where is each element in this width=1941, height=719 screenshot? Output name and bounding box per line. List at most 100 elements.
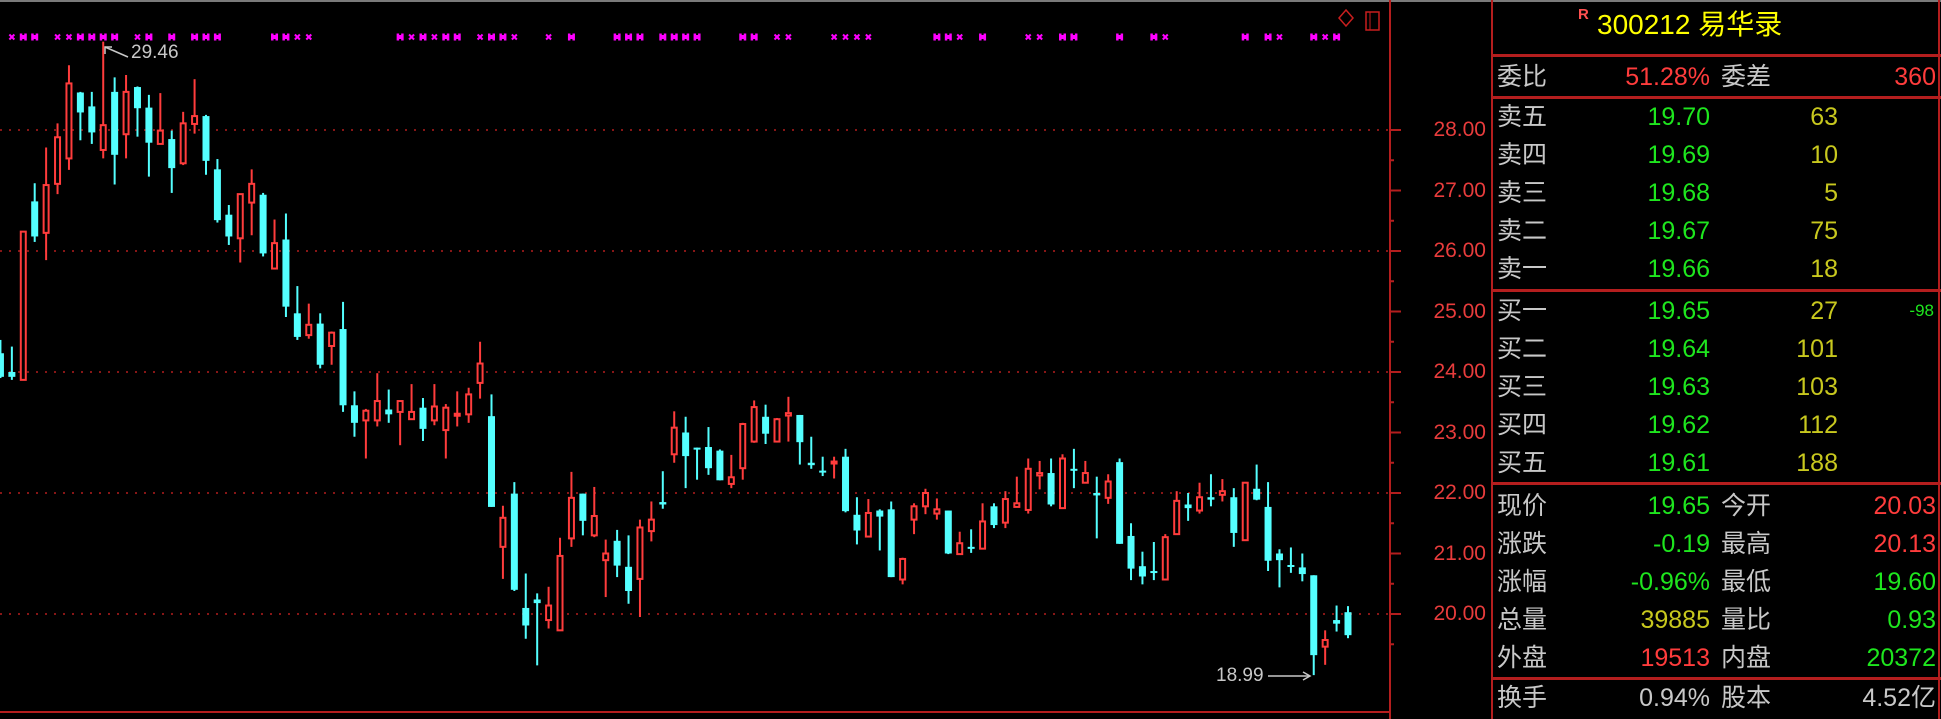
candle[interactable] [465, 387, 473, 423]
candle[interactable] [853, 497, 861, 545]
candle[interactable] [54, 123, 62, 195]
candle[interactable] [0, 339, 4, 379]
candle[interactable] [179, 111, 187, 166]
candle[interactable] [739, 422, 747, 480]
candle[interactable] [225, 205, 233, 245]
candle[interactable] [156, 93, 164, 145]
candle[interactable] [990, 503, 998, 529]
candle[interactable] [1081, 460, 1089, 484]
candle[interactable] [567, 471, 575, 547]
candle[interactable] [944, 510, 952, 555]
candle[interactable] [133, 86, 141, 137]
candle[interactable] [1024, 458, 1032, 514]
candle[interactable] [430, 384, 438, 426]
candle[interactable] [499, 505, 507, 579]
candle[interactable] [453, 391, 461, 427]
candle[interactable] [1013, 476, 1021, 508]
candle[interactable] [956, 531, 964, 556]
candle[interactable] [1287, 547, 1295, 573]
candle[interactable] [522, 573, 530, 639]
candle[interactable] [316, 313, 324, 369]
candle[interactable] [1150, 542, 1158, 581]
candle[interactable] [784, 396, 792, 442]
candle[interactable] [1093, 476, 1101, 539]
candle[interactable] [1173, 491, 1181, 536]
candle[interactable] [1001, 491, 1009, 529]
candle[interactable] [282, 213, 290, 317]
candle[interactable] [1218, 479, 1226, 502]
candle[interactable] [670, 411, 678, 463]
candle[interactable] [476, 341, 484, 399]
candle[interactable] [168, 130, 176, 193]
candle[interactable] [248, 169, 256, 236]
candle[interactable] [1070, 448, 1078, 489]
candle[interactable] [236, 193, 244, 263]
candle[interactable] [305, 303, 313, 339]
candle[interactable] [807, 436, 815, 469]
candle[interactable] [396, 400, 404, 446]
candle[interactable] [191, 79, 199, 134]
square-icon[interactable] [1365, 11, 1380, 31]
candle[interactable] [1241, 481, 1249, 542]
candle[interactable] [979, 503, 987, 550]
diamond-icon[interactable] [1338, 8, 1354, 28]
candle[interactable] [659, 471, 667, 509]
candle[interactable] [122, 74, 130, 159]
candle[interactable] [362, 408, 370, 459]
candle[interactable] [625, 535, 633, 604]
candle[interactable] [1104, 474, 1112, 504]
candle[interactable] [328, 331, 336, 365]
candle[interactable] [933, 498, 941, 520]
candle[interactable] [1207, 474, 1215, 507]
candle[interactable] [1253, 464, 1261, 501]
candle[interactable] [830, 456, 838, 479]
candle[interactable] [876, 509, 884, 551]
candle[interactable] [99, 41, 107, 159]
candle[interactable] [921, 488, 929, 515]
candle[interactable] [213, 159, 221, 223]
candle[interactable] [579, 493, 587, 536]
candle[interactable] [488, 394, 495, 507]
candle[interactable] [545, 586, 553, 629]
candle[interactable] [899, 557, 907, 585]
candle[interactable] [842, 448, 850, 513]
candle[interactable] [339, 301, 347, 412]
candle[interactable] [1138, 551, 1146, 585]
candle[interactable] [1161, 534, 1169, 581]
candle[interactable] [293, 286, 301, 340]
candle[interactable] [1264, 482, 1272, 572]
candle[interactable] [31, 183, 39, 242]
candle[interactable] [510, 482, 518, 592]
candle[interactable] [864, 499, 872, 538]
candle[interactable] [682, 416, 690, 489]
candle[interactable] [65, 65, 73, 170]
candle[interactable] [145, 94, 153, 177]
candle[interactable] [727, 454, 735, 489]
candle[interactable] [1321, 630, 1329, 665]
candle[interactable] [750, 400, 758, 443]
candle[interactable] [408, 384, 416, 421]
candle[interactable] [1059, 454, 1066, 510]
candle[interactable] [887, 501, 895, 578]
candle[interactable] [259, 192, 267, 257]
candle[interactable] [773, 417, 781, 443]
candle[interactable] [716, 449, 724, 481]
candle[interactable] [910, 503, 918, 535]
candle[interactable] [693, 447, 701, 480]
candle[interactable] [1047, 458, 1055, 507]
candle[interactable] [556, 537, 564, 632]
candle[interactable] [19, 230, 27, 381]
candle[interactable] [1275, 549, 1283, 588]
candle[interactable] [819, 456, 827, 477]
candle[interactable] [419, 398, 427, 441]
candle[interactable] [647, 501, 655, 542]
candle[interactable] [1310, 575, 1318, 676]
candle[interactable] [796, 414, 804, 465]
candle[interactable] [373, 373, 381, 427]
candle[interactable] [762, 404, 770, 444]
candle[interactable] [1344, 606, 1352, 639]
candle[interactable] [590, 486, 598, 538]
candle[interactable] [271, 219, 279, 270]
candle[interactable] [1036, 460, 1044, 490]
